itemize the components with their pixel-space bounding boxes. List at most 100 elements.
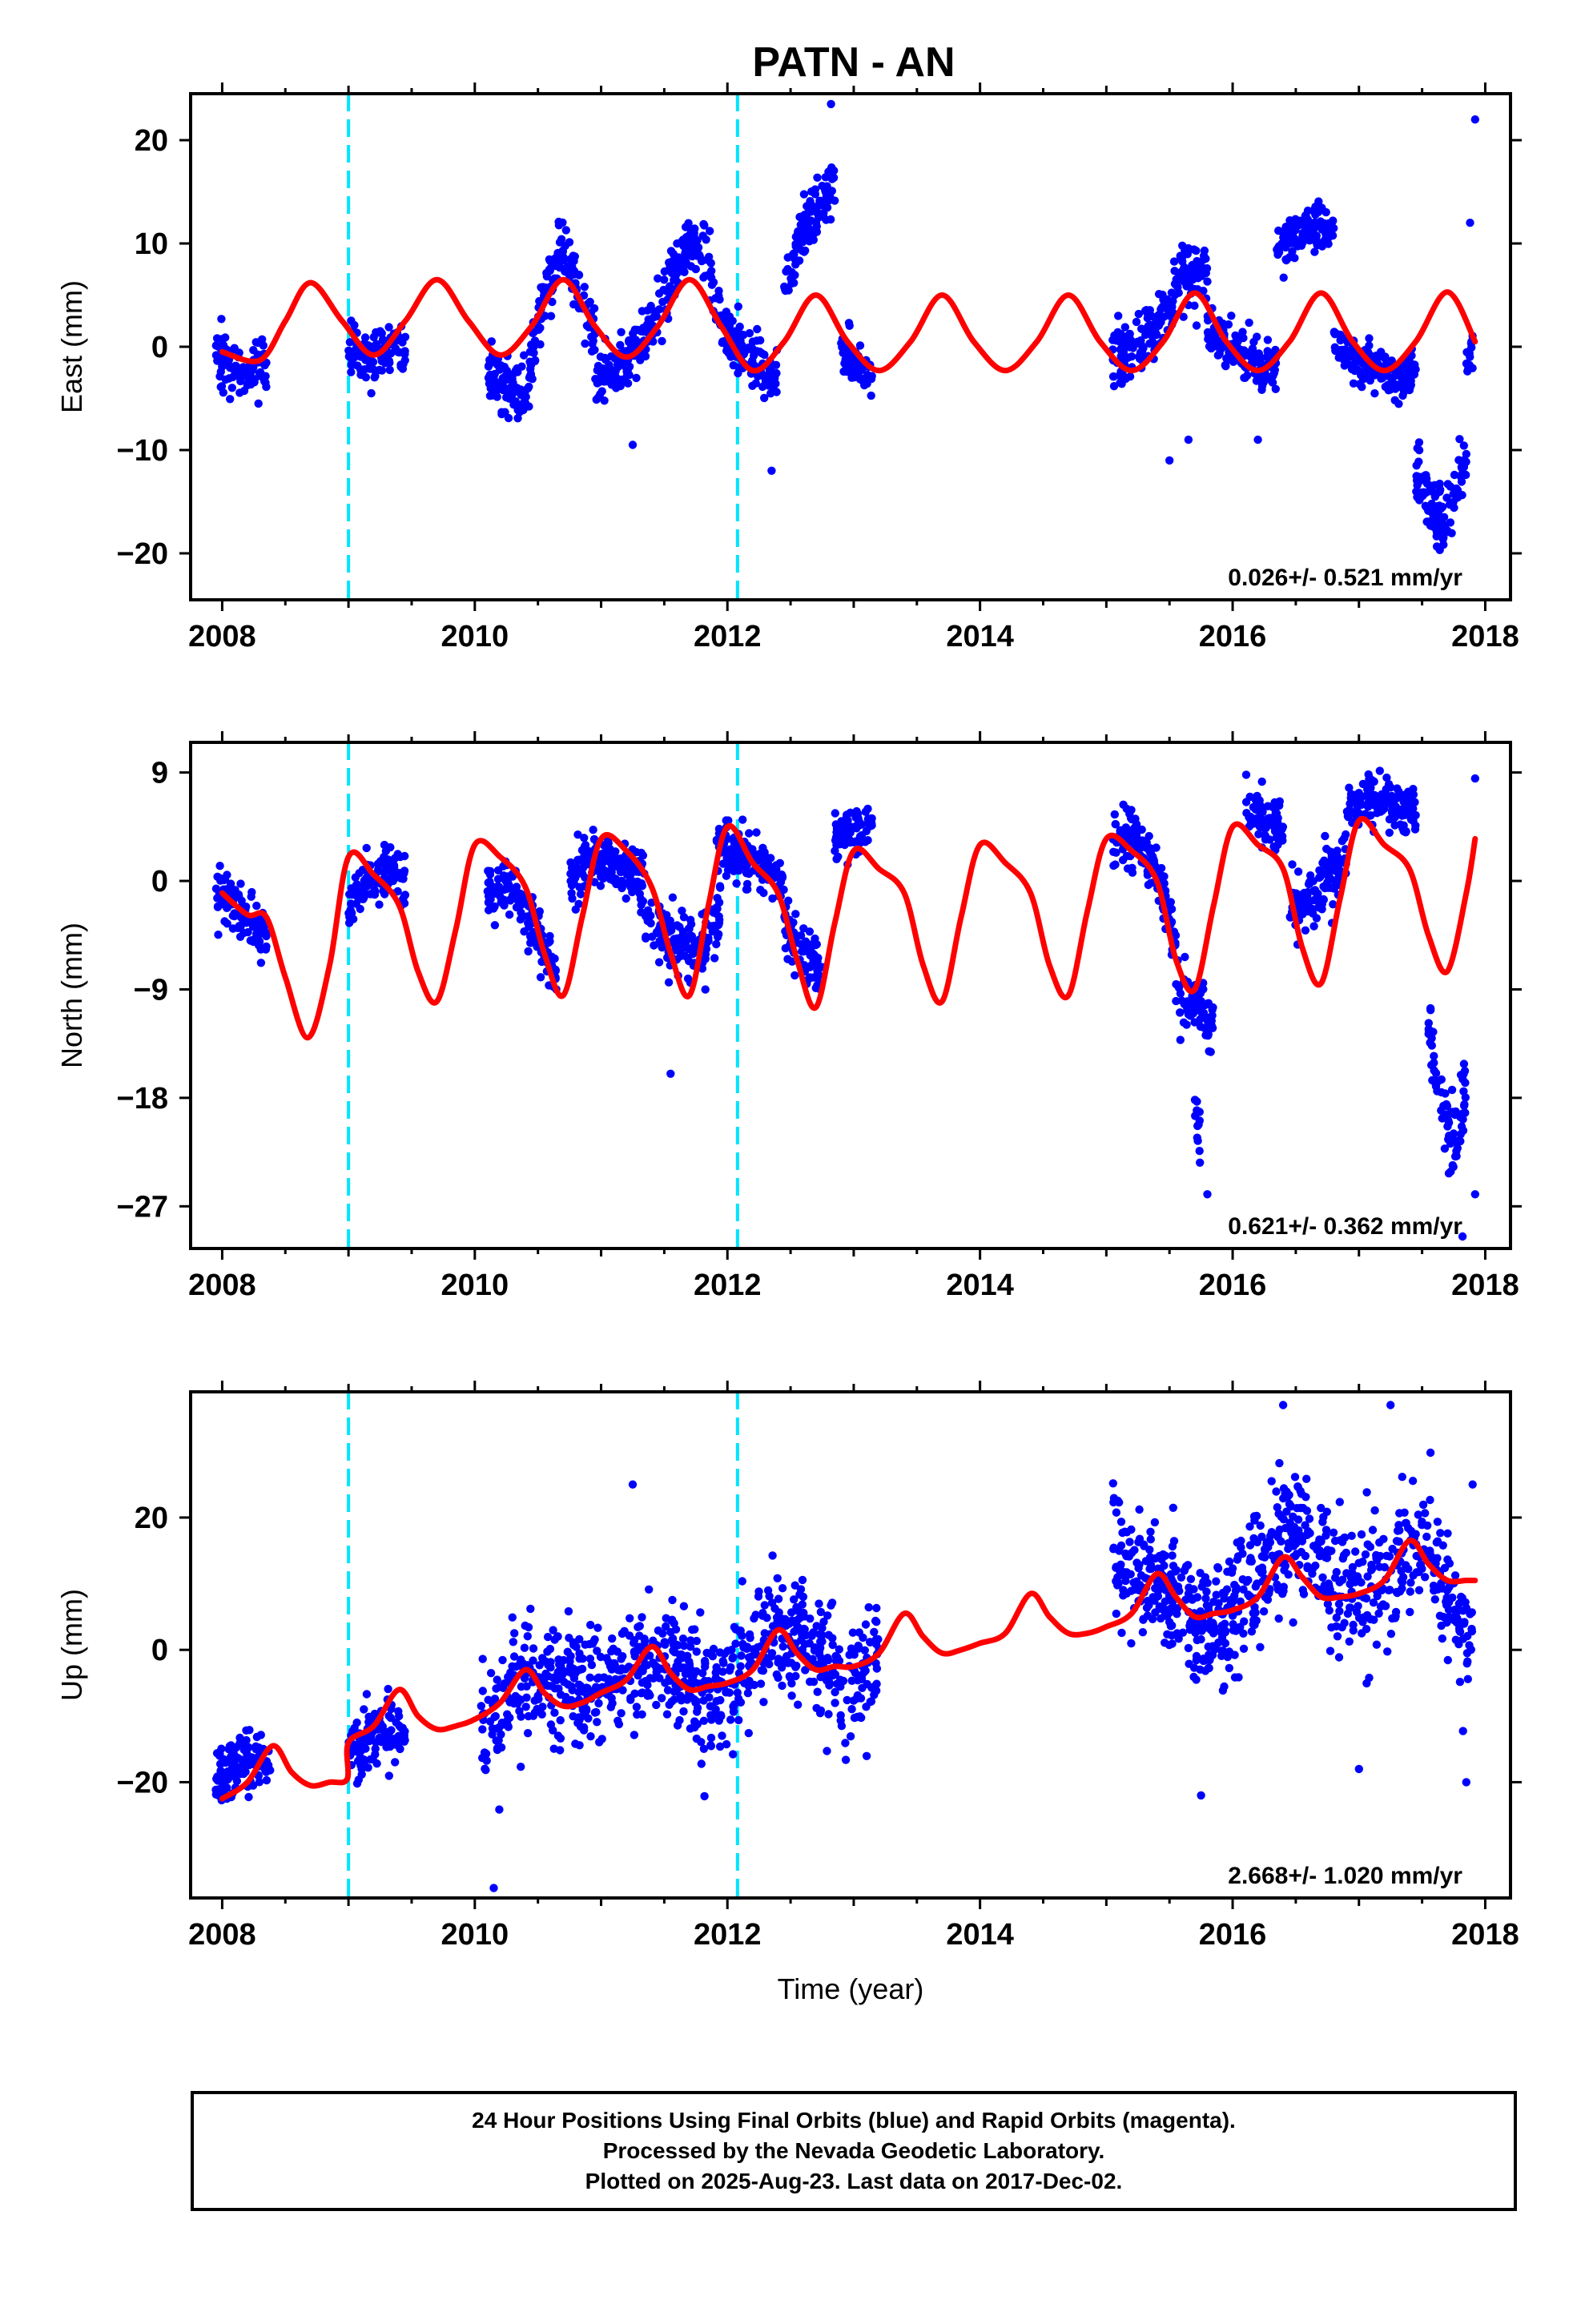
data-point	[1334, 1653, 1344, 1662]
data-point	[1277, 825, 1287, 834]
data-point	[564, 1667, 573, 1676]
data-point	[1343, 812, 1353, 821]
data-point	[812, 1622, 821, 1630]
data-point	[712, 939, 721, 949]
data-point	[1323, 871, 1333, 880]
data-point	[678, 939, 687, 947]
data-point	[1297, 241, 1306, 250]
data-point	[756, 336, 765, 345]
data-point	[1404, 367, 1414, 376]
y-axis-title: East (mm)	[55, 280, 88, 413]
data-point	[1174, 288, 1183, 297]
data-point	[678, 1634, 688, 1643]
data-point	[813, 1687, 822, 1696]
data-point	[1412, 472, 1421, 480]
data-point	[1192, 321, 1201, 330]
data-point	[683, 974, 693, 983]
data-point	[738, 854, 746, 862]
data-point	[522, 1693, 531, 1702]
data-point	[563, 262, 572, 271]
data-point	[1443, 480, 1453, 489]
data-point	[575, 1649, 584, 1658]
data-point	[697, 1738, 706, 1747]
data-point	[652, 1664, 661, 1673]
data-point	[760, 1629, 769, 1638]
data-point	[216, 1767, 225, 1775]
data-point	[353, 361, 362, 370]
data-point	[846, 822, 855, 831]
data-point	[1165, 456, 1174, 465]
data-point	[1193, 1108, 1202, 1116]
data-point	[606, 352, 616, 361]
data-point	[487, 883, 496, 892]
data-point	[1167, 308, 1177, 316]
data-point	[375, 365, 384, 375]
data-point	[658, 1694, 666, 1703]
data-point	[589, 826, 597, 834]
data-point	[827, 1601, 835, 1610]
data-point	[759, 1698, 768, 1707]
data-point	[822, 191, 831, 201]
data-point	[602, 1654, 611, 1663]
data-point	[1409, 785, 1418, 794]
data-point	[1112, 1508, 1121, 1517]
data-point	[580, 834, 589, 842]
data-point	[1404, 1565, 1413, 1574]
data-point	[217, 335, 226, 344]
data-point	[508, 1613, 517, 1622]
data-point	[635, 889, 644, 899]
data-point	[588, 340, 597, 348]
data-point	[1466, 219, 1474, 227]
data-point	[760, 1601, 769, 1610]
data-point	[538, 283, 548, 292]
data-point	[833, 1653, 842, 1662]
data-point	[526, 360, 536, 370]
data-point	[585, 1655, 595, 1663]
data-point	[714, 930, 723, 939]
data-point	[1137, 825, 1146, 834]
data-point	[1235, 718, 1243, 726]
data-point	[1385, 814, 1394, 824]
data-point	[510, 1629, 519, 1638]
data-point	[1333, 852, 1342, 861]
data-point	[1312, 914, 1321, 923]
data-point	[783, 1659, 792, 1667]
data-point	[1310, 247, 1319, 256]
data-point	[536, 340, 545, 349]
data-point	[1189, 992, 1197, 1001]
data-point	[1176, 989, 1185, 998]
data-point	[1321, 831, 1330, 841]
data-point	[711, 1674, 720, 1683]
data-point	[745, 829, 754, 838]
data-point	[1359, 371, 1368, 380]
data-point	[696, 1608, 705, 1617]
data-point	[1108, 1479, 1118, 1488]
data-point	[738, 815, 747, 824]
data-point	[1321, 235, 1330, 244]
data-point	[538, 1654, 547, 1663]
data-point	[678, 907, 686, 915]
data-point	[694, 251, 702, 260]
data-point	[1146, 1527, 1155, 1537]
data-point	[625, 1631, 634, 1640]
data-point	[778, 1681, 786, 1691]
data-point	[1281, 255, 1290, 264]
data-point	[546, 1658, 555, 1667]
data-point	[862, 1703, 871, 1711]
data-point	[850, 1713, 859, 1723]
data-point	[1149, 852, 1157, 861]
data-point	[650, 941, 658, 950]
data-point	[772, 388, 781, 396]
data-point	[1281, 243, 1290, 252]
data-point	[550, 1708, 559, 1717]
data-point	[1394, 369, 1402, 379]
data-point	[702, 944, 711, 954]
data-point	[1392, 807, 1402, 817]
data-point	[778, 872, 787, 881]
data-point	[1196, 989, 1205, 998]
data-point	[484, 906, 493, 915]
data-point	[389, 873, 398, 882]
data-point	[867, 391, 875, 400]
data-point	[736, 1698, 746, 1707]
data-point	[1456, 472, 1466, 481]
